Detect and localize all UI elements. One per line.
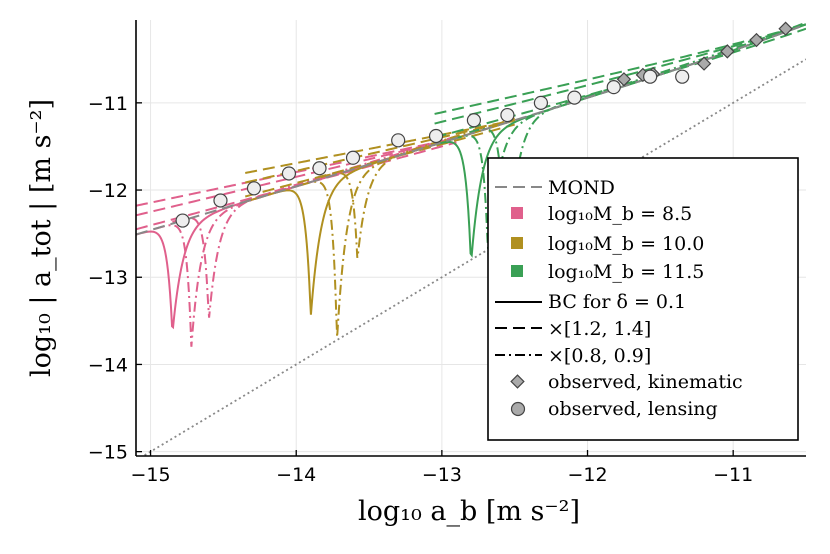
observed-points xyxy=(175,21,793,228)
kinematic-point xyxy=(616,72,632,87)
lensing-point xyxy=(428,128,444,144)
kinematic-point xyxy=(720,44,735,59)
legend-dashed-label: ×[1.2, 1.4] xyxy=(548,318,651,340)
m115-dashed-2 xyxy=(434,23,806,115)
m85-dashed-2 xyxy=(136,137,457,207)
m85-dashdot-1 xyxy=(172,135,457,318)
m100-dashdot-0 xyxy=(300,119,515,338)
ticks: −15 −14 −13 −12 −11 −15 −14 −13 −12 −11 xyxy=(88,93,753,486)
y-axis-label: log₁₀ | a_tot | [m s⁻²] xyxy=(26,99,57,377)
m100-dashed-2 xyxy=(245,119,515,174)
legend-kin-label: observed, kinematic xyxy=(548,371,743,393)
m100-dashdot-1 xyxy=(320,117,515,259)
lensing-point xyxy=(466,113,482,128)
y-tick-label: −15 xyxy=(88,442,128,464)
legend-box xyxy=(487,157,799,441)
legend-lens-label: observed, lensing xyxy=(548,398,718,420)
lensing-point xyxy=(567,90,582,105)
legend-m85-swatch xyxy=(511,207,523,219)
m115-dashdot-1 xyxy=(469,21,806,295)
lensing-point xyxy=(500,107,515,123)
y-tick-label: −12 xyxy=(88,180,128,202)
legend-m115-swatch xyxy=(511,265,523,277)
legend-mond-label: MOND xyxy=(548,177,615,199)
m100-solid xyxy=(244,119,515,315)
lensing-point xyxy=(391,133,406,148)
lensing-point xyxy=(533,95,549,110)
lensing-point xyxy=(643,69,658,84)
legend-m100-label: log₁₀M_b = 10.0 xyxy=(548,233,704,255)
legend-lens-marker xyxy=(510,401,526,417)
lensing-point xyxy=(345,150,361,165)
legend-m100-swatch xyxy=(511,237,523,249)
x-tick-label: −12 xyxy=(567,464,607,486)
m85-dashdot-0 xyxy=(154,137,457,347)
mond-curve xyxy=(136,23,806,236)
lensing-point xyxy=(281,166,297,181)
legend-kin-marker xyxy=(510,374,525,389)
lensing-point xyxy=(175,213,190,228)
legend-dashdot-label: ×[0.8, 0.9] xyxy=(548,345,651,367)
axes xyxy=(135,20,806,457)
y-tick-label: −11 xyxy=(88,93,128,115)
lensing-point xyxy=(312,161,327,176)
y-tick-label: −13 xyxy=(88,267,128,289)
x-tick-label: −13 xyxy=(422,464,462,486)
kinematic-point xyxy=(696,56,712,71)
m115-dashed-0 xyxy=(434,27,806,139)
kinematic-point xyxy=(778,21,793,36)
lensing-point xyxy=(246,181,262,196)
x-tick-label: −15 xyxy=(131,464,171,486)
legend-m115-label: log₁₀M_b = 11.5 xyxy=(548,261,704,283)
m85-dashed-1 xyxy=(136,137,457,217)
legend-m85-label: log₁₀M_b = 8.5 xyxy=(548,203,692,225)
legend: MOND log₁₀M_b = 8.5 log₁₀M_b = 10.0 log₁… xyxy=(487,157,799,441)
y-tick-label: −14 xyxy=(88,354,128,376)
m100-dashed-0 xyxy=(244,123,515,198)
lensing-point xyxy=(606,80,621,95)
x-tick-label: −14 xyxy=(276,464,316,486)
x-tick-label: −11 xyxy=(713,464,753,486)
lensing-point xyxy=(675,69,690,84)
one-to-one-line xyxy=(141,58,806,456)
x-axis-label: log₁₀ a_b [m s⁻²] xyxy=(358,496,580,527)
legend-bc-label: BC for δ = 0.1 xyxy=(548,291,686,313)
lensing-point xyxy=(213,193,228,208)
kinematic-point xyxy=(749,32,764,48)
